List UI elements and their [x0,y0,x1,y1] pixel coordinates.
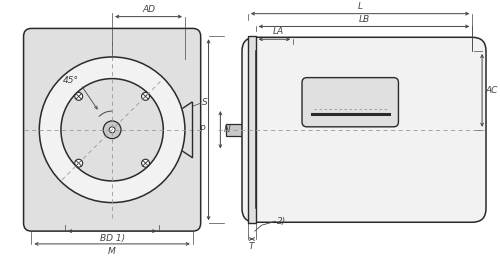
Text: 45°: 45° [63,76,79,85]
FancyBboxPatch shape [302,78,398,127]
Bar [226,124,248,136]
Text: T: T [249,242,254,251]
Text: S: S [202,98,207,107]
Circle shape [75,159,82,167]
Text: P: P [200,125,205,134]
Text: L: L [358,2,362,11]
Circle shape [40,57,185,203]
Circle shape [142,159,150,167]
Circle shape [142,92,150,100]
Text: LA: LA [273,27,284,36]
Text: M: M [108,247,116,256]
Bar [255,65,270,195]
FancyBboxPatch shape [242,37,486,222]
Bar [248,36,256,223]
FancyBboxPatch shape [24,28,201,231]
Text: N: N [224,125,230,134]
Text: BD 1): BD 1) [100,234,124,243]
Text: LB: LB [358,14,370,23]
Text: 2): 2) [278,217,286,226]
Circle shape [109,127,115,133]
Circle shape [61,79,164,181]
Circle shape [75,92,82,100]
Circle shape [104,121,121,139]
Text: AC: AC [485,86,498,95]
Text: AD: AD [142,5,155,14]
